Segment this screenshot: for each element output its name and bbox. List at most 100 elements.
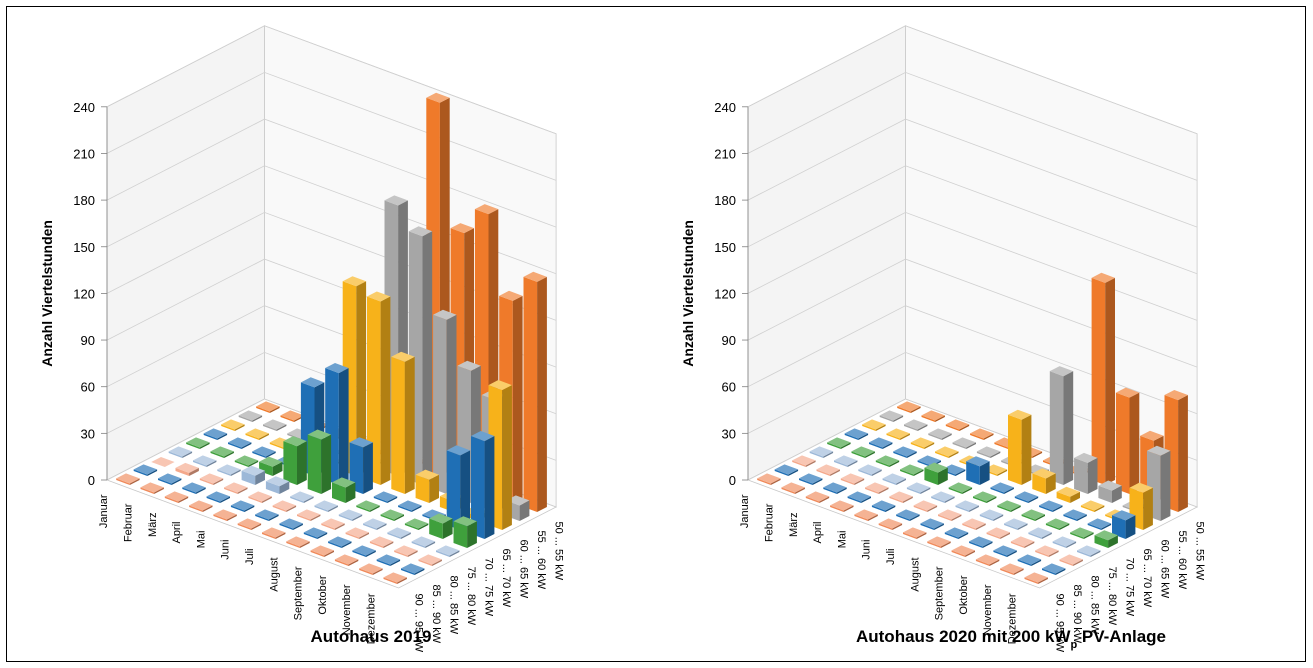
bar-side-face	[920, 487, 931, 494]
bar	[906, 482, 931, 494]
bar	[900, 464, 924, 476]
bar	[1014, 491, 1039, 503]
bar	[380, 509, 404, 521]
bar-side-face	[1031, 559, 1042, 566]
bar-side-face	[310, 514, 321, 521]
bar-side-face	[352, 514, 363, 521]
y-tick-label: 0	[88, 473, 95, 488]
bar-front-face	[935, 451, 949, 458]
gridline	[106, 71, 557, 181]
bar-front-face	[757, 478, 771, 485]
series-label: 60 ... 65 kW	[1158, 540, 1170, 599]
bar-side-face	[397, 577, 407, 584]
bar-front-face	[352, 550, 366, 557]
bar-top-face	[879, 410, 904, 421]
bar	[1052, 536, 1077, 548]
bar-front-face	[363, 523, 377, 530]
bar-side-face	[293, 523, 303, 530]
bar	[404, 518, 429, 530]
bar-top-face	[799, 473, 823, 484]
bar-top-face	[398, 500, 422, 511]
bar	[415, 469, 439, 503]
bar-front-face	[816, 469, 831, 476]
bar-side-face	[328, 505, 338, 512]
bar-front-face	[433, 314, 447, 494]
bar-side-face	[1105, 277, 1115, 485]
bar-front-face	[1077, 550, 1091, 557]
bar-side-face	[1013, 568, 1024, 575]
bar-front-face	[904, 424, 918, 431]
bar-side-face	[951, 514, 962, 521]
bar	[854, 509, 878, 521]
bar-front-face	[893, 451, 907, 458]
series-label: 60 ... 65 kW	[517, 540, 529, 599]
bar	[869, 437, 893, 449]
bar-side-face	[411, 505, 422, 512]
bar-top-face	[1028, 527, 1052, 538]
bar-side-face	[272, 461, 283, 476]
bar-top-face	[283, 436, 307, 447]
bar	[255, 509, 279, 521]
bar-front-face	[280, 415, 295, 422]
bar-side-face	[878, 487, 889, 494]
bar-top-face	[206, 491, 230, 502]
bar-top-face	[380, 509, 404, 520]
bar-front-face	[286, 541, 300, 548]
bar-top-face	[328, 536, 352, 547]
bar-front-face	[446, 450, 461, 530]
month-label: Februar	[763, 503, 775, 542]
bar-front-face	[394, 550, 408, 557]
bar	[1098, 480, 1122, 503]
bar-front-face	[927, 541, 941, 548]
bar-top-face	[955, 500, 979, 511]
bar	[1063, 509, 1087, 521]
bar	[263, 419, 287, 431]
month-label: August	[268, 558, 280, 592]
bar-side-face	[269, 406, 280, 413]
chart-title: Autohaus 2019	[311, 627, 432, 646]
bar-top-face	[878, 518, 903, 529]
bar	[904, 419, 928, 431]
bar-top-face	[373, 491, 398, 502]
bar	[938, 509, 962, 521]
bar-front-face	[429, 518, 443, 539]
bar-top-face	[1049, 366, 1074, 377]
bar-top-face	[272, 500, 297, 511]
bar-front-face	[970, 433, 984, 440]
bar	[286, 536, 310, 548]
bar-top-face	[325, 363, 349, 374]
bar-front-face	[265, 481, 280, 494]
bar-top-face	[1080, 500, 1105, 511]
bar-side-face	[394, 514, 404, 521]
bar	[1112, 510, 1136, 539]
bar-side-face	[910, 406, 921, 413]
bar-front-face	[303, 532, 318, 539]
bar	[338, 509, 363, 521]
bar-front-face	[952, 442, 967, 449]
bar-front-face	[391, 356, 405, 494]
series-label: 85 ... 90 kW	[1071, 585, 1083, 644]
bar-side-face	[858, 433, 869, 440]
bar-side-face	[1059, 523, 1070, 530]
bar-front-face	[969, 541, 983, 548]
bar-side-face	[788, 469, 799, 476]
bar-top-face	[189, 500, 213, 511]
bar	[1049, 366, 1074, 485]
bar-top-face	[781, 482, 805, 493]
bar-side-face	[356, 281, 367, 476]
bar-side-face	[986, 496, 997, 503]
bar	[844, 428, 869, 440]
bar	[436, 545, 460, 557]
bar-front-face	[1028, 532, 1042, 539]
bar-front-face	[840, 478, 855, 485]
bar-side-face	[934, 523, 944, 530]
bar-side-face	[467, 521, 477, 548]
bar	[893, 446, 917, 458]
bar-side-face	[195, 487, 206, 494]
y-tick-label: 0	[729, 473, 736, 488]
bar-side-face	[983, 433, 994, 440]
month-label: April	[812, 522, 824, 544]
bar-top-face	[830, 500, 854, 511]
series-label: 70 ... 75 kW	[1123, 558, 1135, 617]
bar	[345, 527, 369, 539]
